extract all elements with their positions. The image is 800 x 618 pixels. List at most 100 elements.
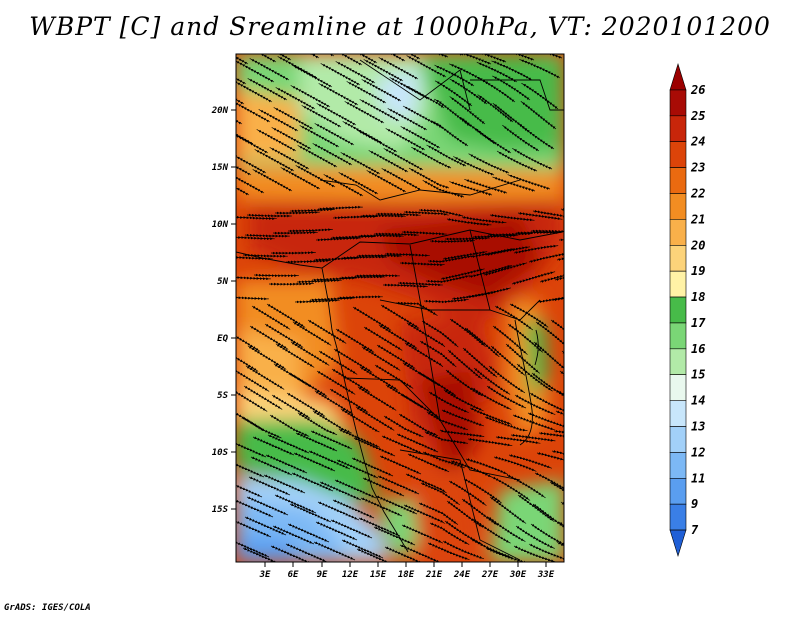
colorbar-label: 11 — [691, 471, 705, 485]
streamline — [397, 281, 443, 287]
lon-label: 6E — [288, 570, 299, 580]
colorbar-swatch — [669, 322, 687, 350]
streamline — [558, 521, 564, 537]
streamline — [275, 210, 320, 215]
colorbar-label: 26 — [690, 83, 705, 97]
lat-label: 10N — [212, 220, 229, 230]
streamline — [268, 282, 314, 286]
colorbar-label: 15 — [691, 368, 705, 382]
streamline — [549, 481, 564, 502]
colorbar-swatch — [669, 89, 687, 117]
streamline — [356, 548, 397, 562]
streamline — [561, 350, 564, 369]
colorbar-label: 17 — [691, 316, 706, 330]
colorbar-label: 9 — [691, 497, 698, 511]
streamline — [296, 54, 335, 57]
streamline — [242, 253, 288, 258]
lat-label: 5N — [217, 277, 228, 287]
streamline — [507, 174, 551, 190]
streamline — [528, 252, 564, 263]
colorbar-swatch — [669, 219, 687, 246]
colorbar: 7 9 11 12 13 14 15 16 17 18 19 20 21 22 23 24 25 26 — [669, 62, 706, 558]
streamline — [558, 237, 564, 242]
streamline — [527, 412, 564, 429]
lon-label: 9E — [317, 570, 328, 580]
streamline — [395, 301, 438, 316]
lat-label: 20N — [211, 106, 229, 116]
colorbar-swatch — [669, 529, 687, 558]
streamline — [270, 251, 316, 255]
streamline — [556, 541, 564, 554]
streamline — [517, 122, 555, 150]
streamline — [461, 215, 507, 224]
streamline — [236, 235, 275, 241]
colorbar-swatch — [669, 478, 687, 505]
lat-label: 5S — [217, 391, 228, 401]
streamline — [531, 229, 564, 234]
streamline — [424, 431, 468, 445]
streamline — [236, 215, 277, 221]
colorbar-label: 7 — [691, 523, 699, 537]
streamline — [246, 213, 292, 218]
colorbar-swatch — [669, 426, 687, 453]
streamline — [418, 208, 464, 217]
colorbar-swatch — [669, 296, 687, 324]
streamline — [483, 262, 528, 276]
colorbar-swatch — [669, 374, 687, 401]
streamline — [551, 450, 564, 459]
streamlines — [217, 54, 564, 562]
colorbar-label: 20 — [690, 238, 705, 252]
colorbar-swatch — [669, 193, 687, 220]
streamline — [513, 244, 559, 254]
streamline — [521, 54, 563, 59]
streamline — [533, 341, 564, 371]
colorbar-label: 12 — [691, 445, 705, 459]
streamline — [467, 437, 513, 447]
colorbar-swatch — [669, 167, 687, 194]
streamline — [385, 252, 430, 257]
colorbar-swatch — [669, 244, 687, 272]
streamline — [552, 295, 564, 302]
colorbar-swatch — [669, 62, 687, 91]
map-title: WBPT [C] and Sreamline at 1000hPa, VT: 2… — [29, 12, 771, 41]
colorbar-label: 25 — [690, 109, 705, 123]
colorbar-label: 13 — [691, 420, 705, 434]
grads-credit: GrADS: IGES/COLA — [4, 603, 91, 613]
streamline — [401, 230, 447, 236]
streamline — [550, 319, 564, 345]
colorbar-label: 18 — [691, 290, 705, 304]
longitude-axis: 3E 6E 9E 12E 15E 18E 21E 24E 27E 30E 33E — [259, 562, 555, 580]
streamline — [556, 254, 564, 261]
lon-label: 27E — [481, 570, 499, 580]
streamline — [519, 59, 561, 79]
streamline — [396, 433, 439, 453]
streamline — [510, 433, 556, 442]
streamline — [423, 54, 464, 56]
streamline — [337, 295, 383, 300]
streamline — [219, 121, 227, 126]
colorbar-swatch — [669, 270, 687, 298]
lon-label: 24E — [453, 570, 471, 580]
streamline — [445, 236, 490, 241]
lat-label: 15N — [212, 163, 229, 173]
streamline — [253, 273, 299, 278]
colorbar-swatch — [669, 503, 687, 531]
colorbar-swatch — [669, 115, 687, 142]
streamline — [529, 392, 564, 413]
colorbar-label: 16 — [691, 342, 705, 356]
streamline — [236, 275, 271, 281]
streamline — [508, 454, 552, 469]
streamline — [429, 239, 475, 244]
streamline — [439, 429, 485, 438]
streamline — [538, 431, 564, 440]
lon-label: 15E — [370, 570, 387, 580]
streamline — [423, 298, 469, 304]
colorbar-swatch — [669, 141, 687, 168]
streamline — [217, 78, 231, 86]
streamline — [236, 295, 269, 301]
streamline — [236, 255, 273, 261]
streamline — [515, 231, 561, 235]
streamline — [217, 141, 225, 146]
colorbar-swatch — [669, 400, 687, 427]
streamline — [532, 209, 564, 220]
